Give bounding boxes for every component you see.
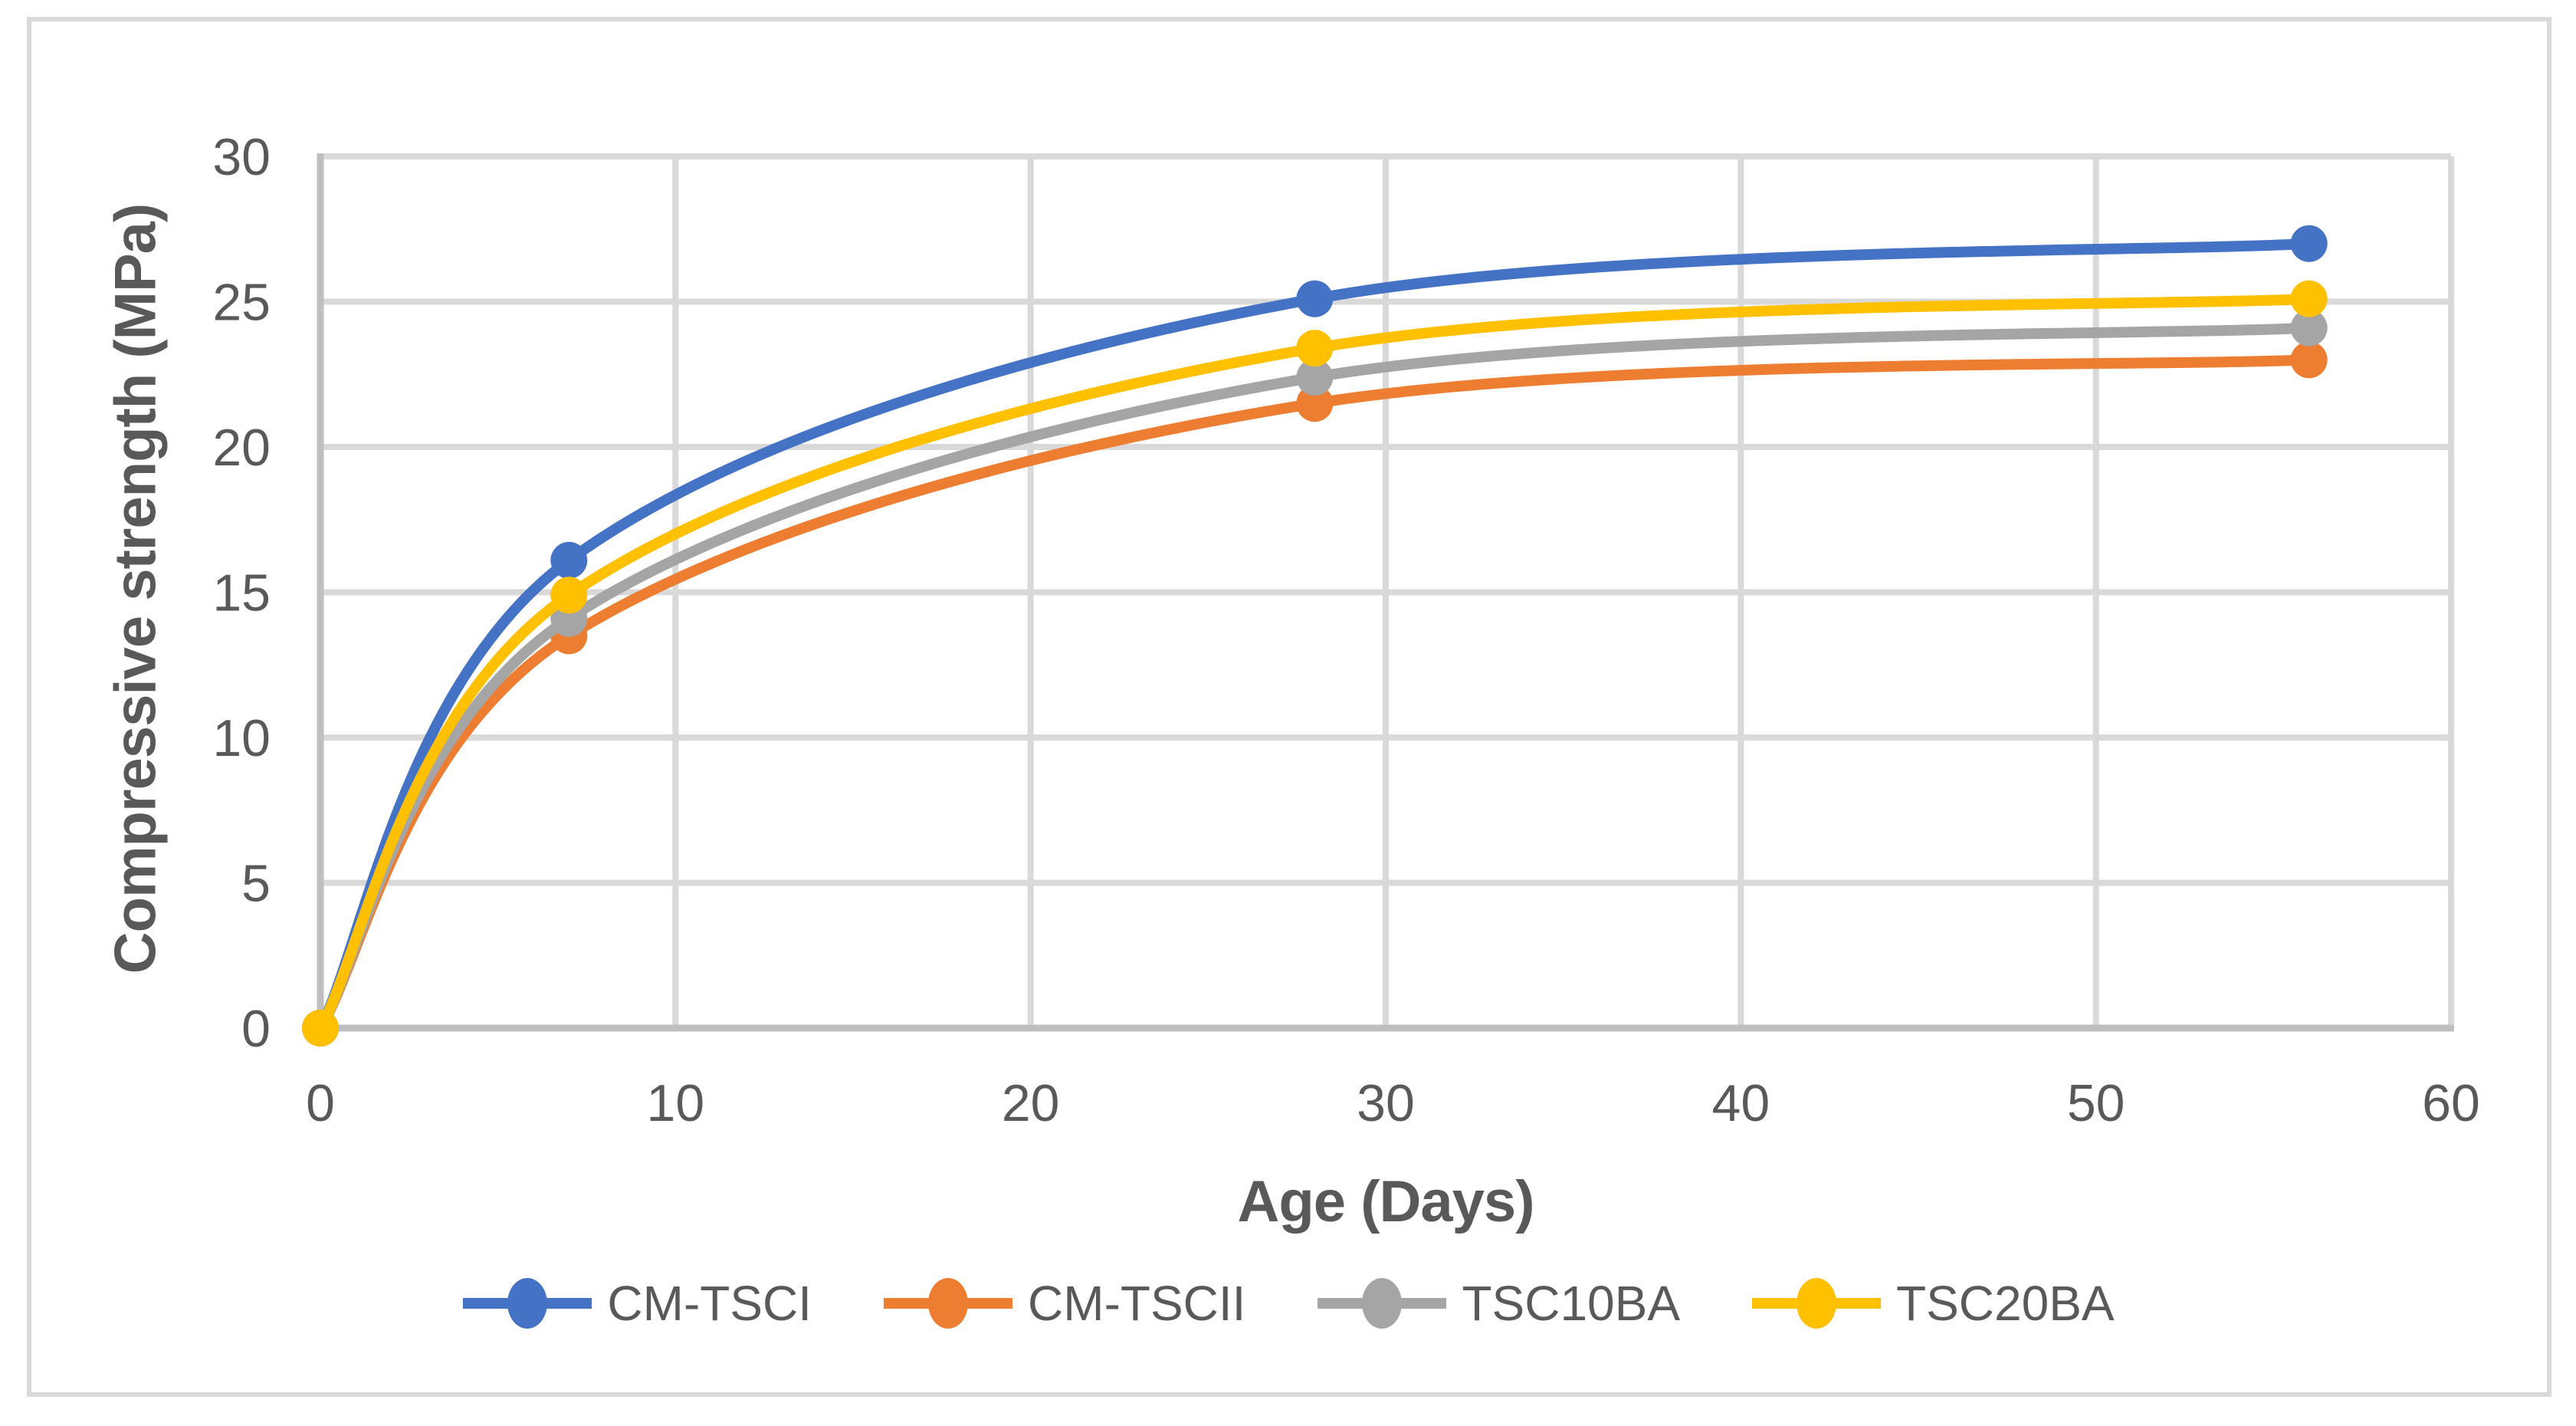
series-marker-TSC10BA[interactable] — [1296, 359, 1334, 396]
legend: CM-TSCI CM-TSCII TSC10BA TSC20BA — [0, 1267, 2576, 1340]
series-marker-CM-TSCII[interactable] — [1296, 385, 1334, 422]
legend-marker-icon — [884, 1278, 1013, 1329]
series-line-TSC10BA[interactable] — [315, 322, 2315, 1033]
y-tick-label: 0 — [241, 1000, 271, 1058]
legend-label: TSC20BA — [1896, 1276, 2115, 1331]
legend-marker-icon — [463, 1278, 592, 1329]
x-tick-label: 20 — [1002, 1074, 1060, 1132]
series-line-CM-TSCII[interactable] — [315, 354, 2315, 1033]
x-tick-label: 10 — [647, 1074, 705, 1132]
legend-label: TSC10BA — [1462, 1276, 1681, 1331]
series-marker-CM-TSCI[interactable] — [1296, 280, 1334, 317]
legend-marker — [1362, 1278, 1403, 1329]
series-marker-CM-TSCI[interactable] — [2290, 225, 2328, 262]
legend-item-TSC10BA[interactable]: TSC10BA — [1316, 1273, 1680, 1334]
y-tick-label: 30 — [212, 128, 271, 186]
series-line-CM-TSCI[interactable] — [315, 238, 2315, 1033]
legend-marker — [1797, 1278, 1837, 1329]
x-tick-label: 50 — [2067, 1074, 2125, 1132]
legend-item-TSC20BA[interactable]: TSC20BA — [1751, 1273, 2115, 1334]
series-marker-TSC20BA[interactable] — [302, 1010, 339, 1046]
series-marker-TSC10BA[interactable] — [2290, 309, 2328, 347]
x-tick-label: 0 — [306, 1074, 335, 1132]
legend-item-CM-TSCI[interactable]: CM-TSCI — [461, 1273, 812, 1334]
legend-item-CM-TSCII[interactable]: CM-TSCII — [882, 1273, 1245, 1334]
x-tick-label: 40 — [1712, 1074, 1770, 1132]
y-axis-title: Compressive strength (MPa) — [103, 203, 169, 974]
legend-marker — [507, 1278, 548, 1329]
y-tick-label: 15 — [212, 564, 271, 623]
x-axis-title: Age (Days) — [1237, 1169, 1535, 1234]
series-marker-TSC20BA[interactable] — [2290, 280, 2328, 317]
y-tick-label: 5 — [241, 855, 271, 913]
legend-label: CM-TSCII — [1028, 1276, 1246, 1331]
legend-marker-icon — [1318, 1278, 1447, 1329]
y-tick-label: 10 — [212, 709, 271, 767]
legend-label: CM-TSCI — [607, 1276, 812, 1331]
series-marker-TSC20BA[interactable] — [1296, 330, 1334, 367]
y-tick-label: 25 — [212, 274, 271, 332]
legend-marker-icon — [1752, 1278, 1882, 1329]
series-marker-CM-TSCI[interactable] — [550, 541, 588, 579]
series-marker-TSC20BA[interactable] — [550, 577, 588, 614]
series-line-TSC20BA[interactable] — [315, 293, 2315, 1033]
y-tick-label: 20 — [212, 419, 271, 477]
x-tick-label: 30 — [1357, 1074, 1415, 1132]
legend-marker — [928, 1278, 969, 1329]
x-tick-label: 60 — [2422, 1074, 2480, 1132]
series-marker-CM-TSCII[interactable] — [2290, 341, 2328, 379]
